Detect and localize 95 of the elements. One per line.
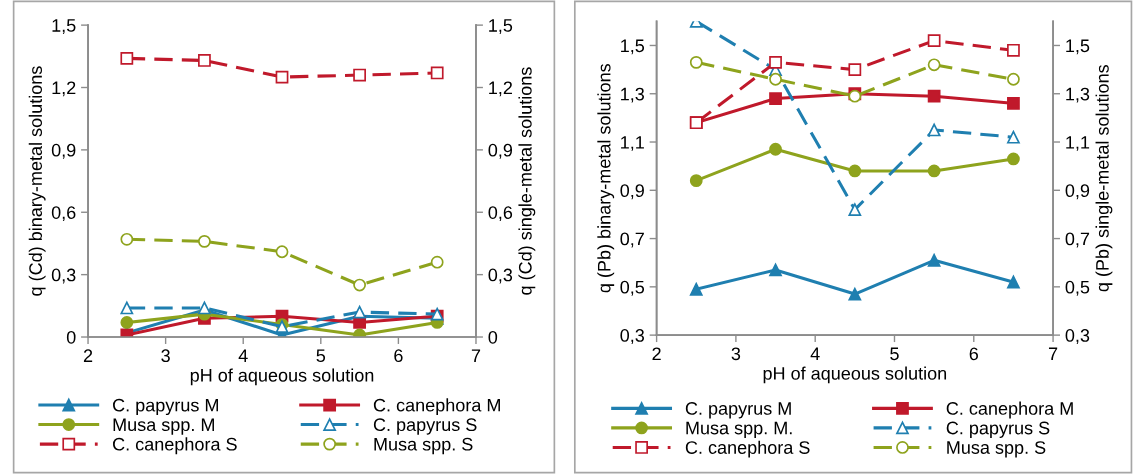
point <box>927 164 941 178</box>
point <box>769 92 782 105</box>
point <box>120 316 134 329</box>
y-tick-label: 0 <box>66 330 76 344</box>
legend-label: C. canephora S <box>685 440 810 458</box>
point <box>689 55 703 69</box>
x-tick-label: 2 <box>83 349 93 362</box>
y2-axis-title: q (Cd) single-metal solutions <box>518 67 536 295</box>
point <box>353 305 366 319</box>
y-axis-title: q (Pb) binary-metal solutions <box>597 63 615 293</box>
y2-tick-label: 0,7 <box>1065 232 1090 248</box>
point <box>1007 43 1020 57</box>
x-axis-title: pH of aqueous solution <box>190 368 374 386</box>
point <box>848 164 862 178</box>
point <box>689 282 703 296</box>
point <box>353 278 366 292</box>
point <box>120 51 134 65</box>
y-tick-label: 1,5 <box>621 39 645 55</box>
point <box>689 174 703 188</box>
point <box>927 34 941 48</box>
x-tick-label: 5 <box>890 347 899 361</box>
legend-label: Musa spp. M. <box>686 421 792 438</box>
point <box>198 234 211 248</box>
x-tick-label: 2 <box>652 347 661 361</box>
x-tick-label: 3 <box>161 349 170 363</box>
point <box>120 301 134 315</box>
y2-tick-label: 1,2 <box>489 81 512 97</box>
x-tick-label: 3 <box>731 347 741 361</box>
y2-tick-label: 1,5 <box>489 19 513 34</box>
y-tick-label: 1,5 <box>52 19 76 34</box>
y2-tick-label: 0,3 <box>488 268 513 284</box>
y-tick-label: 0,5 <box>620 280 645 296</box>
point <box>848 63 862 76</box>
point <box>120 232 134 246</box>
legend-label: C. papyrus M <box>685 402 791 419</box>
point <box>769 142 782 156</box>
x-tick-label: 4 <box>238 349 248 362</box>
point <box>927 89 941 103</box>
y2-tick-label: 1,3 <box>1066 87 1090 103</box>
x-tick-label: 4 <box>810 347 820 361</box>
y2-tick-label: 0,3 <box>1065 329 1090 344</box>
x-tick-label: 7 <box>1048 347 1058 361</box>
legend-label: Musa spp. S <box>374 437 473 455</box>
point <box>848 287 862 301</box>
y2-tick-label: 1,1 <box>1066 136 1090 151</box>
legend-label: C. papyrus S <box>946 421 1050 438</box>
y2-tick-label: 0 <box>488 330 498 344</box>
point <box>430 66 444 80</box>
x-axis-title: pH of aqueous solution <box>763 366 947 384</box>
x-tick-label: 6 <box>969 347 979 361</box>
point <box>275 245 289 259</box>
point <box>927 58 941 72</box>
y-tick-label: 0,3 <box>620 329 645 344</box>
y2-tick-label: 0,6 <box>488 206 513 222</box>
point <box>430 255 444 269</box>
point <box>353 68 366 82</box>
legend-label: C. canephora M <box>946 401 1073 419</box>
y-tick-label: 0,7 <box>620 232 644 248</box>
y2-tick-label: 0,5 <box>1065 280 1090 296</box>
y-tick-label: 1,2 <box>52 81 76 97</box>
y-tick-label: 1,1 <box>621 136 644 151</box>
legend-label: C. canephora M <box>373 398 500 416</box>
y-tick-label: 0,6 <box>51 206 76 222</box>
point <box>769 263 782 277</box>
x-tick-label: 7 <box>471 349 481 362</box>
legend-label: Musa spp. M <box>113 418 214 435</box>
point <box>198 54 211 67</box>
y-tick-label: 1,3 <box>621 87 645 103</box>
legend-label: C. canephora S <box>113 437 237 455</box>
point <box>1007 152 1020 166</box>
point <box>769 72 782 86</box>
x-tick-label: 6 <box>394 349 403 363</box>
y2-tick-label: 0,9 <box>488 143 513 159</box>
point <box>275 70 289 84</box>
legend-label: C. papyrus S <box>373 418 477 435</box>
point <box>1007 130 1020 144</box>
point <box>848 203 862 216</box>
legend-label: Musa spp. S <box>947 441 1046 458</box>
point <box>927 253 941 267</box>
point <box>769 55 782 69</box>
y2-tick-label: 1,5 <box>1066 39 1090 55</box>
point <box>927 123 941 137</box>
x-tick-label: 5 <box>316 349 326 363</box>
y2-axis-title: q (Pb) single-metal solutions <box>1095 64 1113 292</box>
y2-tick-label: 0,9 <box>1065 184 1090 200</box>
y-tick-label: 0,9 <box>620 184 644 200</box>
point <box>353 328 366 338</box>
y-tick-label: 0,3 <box>51 268 76 284</box>
y-axis-title: q (Cd) binary-metal solutions <box>28 66 46 296</box>
point <box>1007 275 1020 289</box>
point <box>353 316 366 329</box>
legend-label: C. papyrus M <box>113 398 218 416</box>
point <box>1007 72 1020 86</box>
point <box>1007 97 1020 110</box>
y-tick-label: 0,9 <box>51 143 76 159</box>
